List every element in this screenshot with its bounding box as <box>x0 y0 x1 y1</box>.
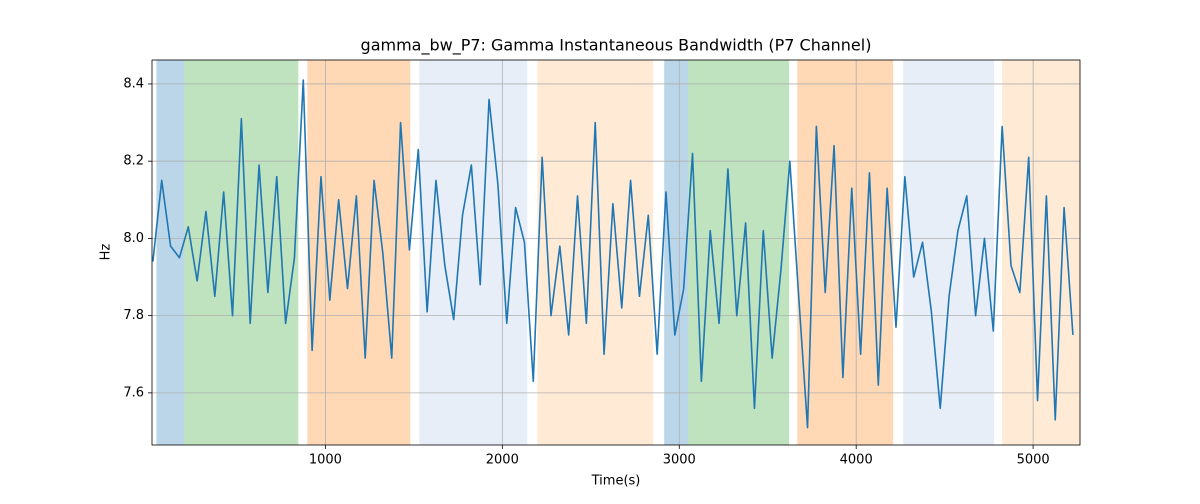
shaded-span <box>664 60 689 445</box>
y-tick-label: 8.2 <box>123 154 144 169</box>
axes-frame <box>151 59 1081 446</box>
x-tick-label: 2000 <box>486 453 519 468</box>
shaded-span <box>797 60 894 445</box>
shaded-span <box>419 60 528 445</box>
y-tick-label: 7.8 <box>123 308 144 323</box>
plot-area <box>152 60 1080 445</box>
shaded-span <box>1002 60 1080 445</box>
shaded-span <box>156 60 185 445</box>
chart-title: gamma_bw_P7: Gamma Instantaneous Bandwid… <box>361 36 872 56</box>
x-axis-label: Time(s) <box>591 474 641 489</box>
y-tick-label: 8.0 <box>123 231 144 246</box>
shaded-span <box>688 60 790 445</box>
y-tick-label: 7.6 <box>123 385 144 400</box>
x-tick-label: 3000 <box>663 453 696 468</box>
x-tick-label: 4000 <box>840 453 873 468</box>
shaded-span <box>903 60 995 445</box>
x-tick-label: 1000 <box>309 453 342 468</box>
data-line <box>152 79 1074 429</box>
x-tick-label: 5000 <box>1017 453 1050 468</box>
y-axis-label: Hz <box>99 244 114 261</box>
y-tick-label: 8.4 <box>123 76 144 91</box>
